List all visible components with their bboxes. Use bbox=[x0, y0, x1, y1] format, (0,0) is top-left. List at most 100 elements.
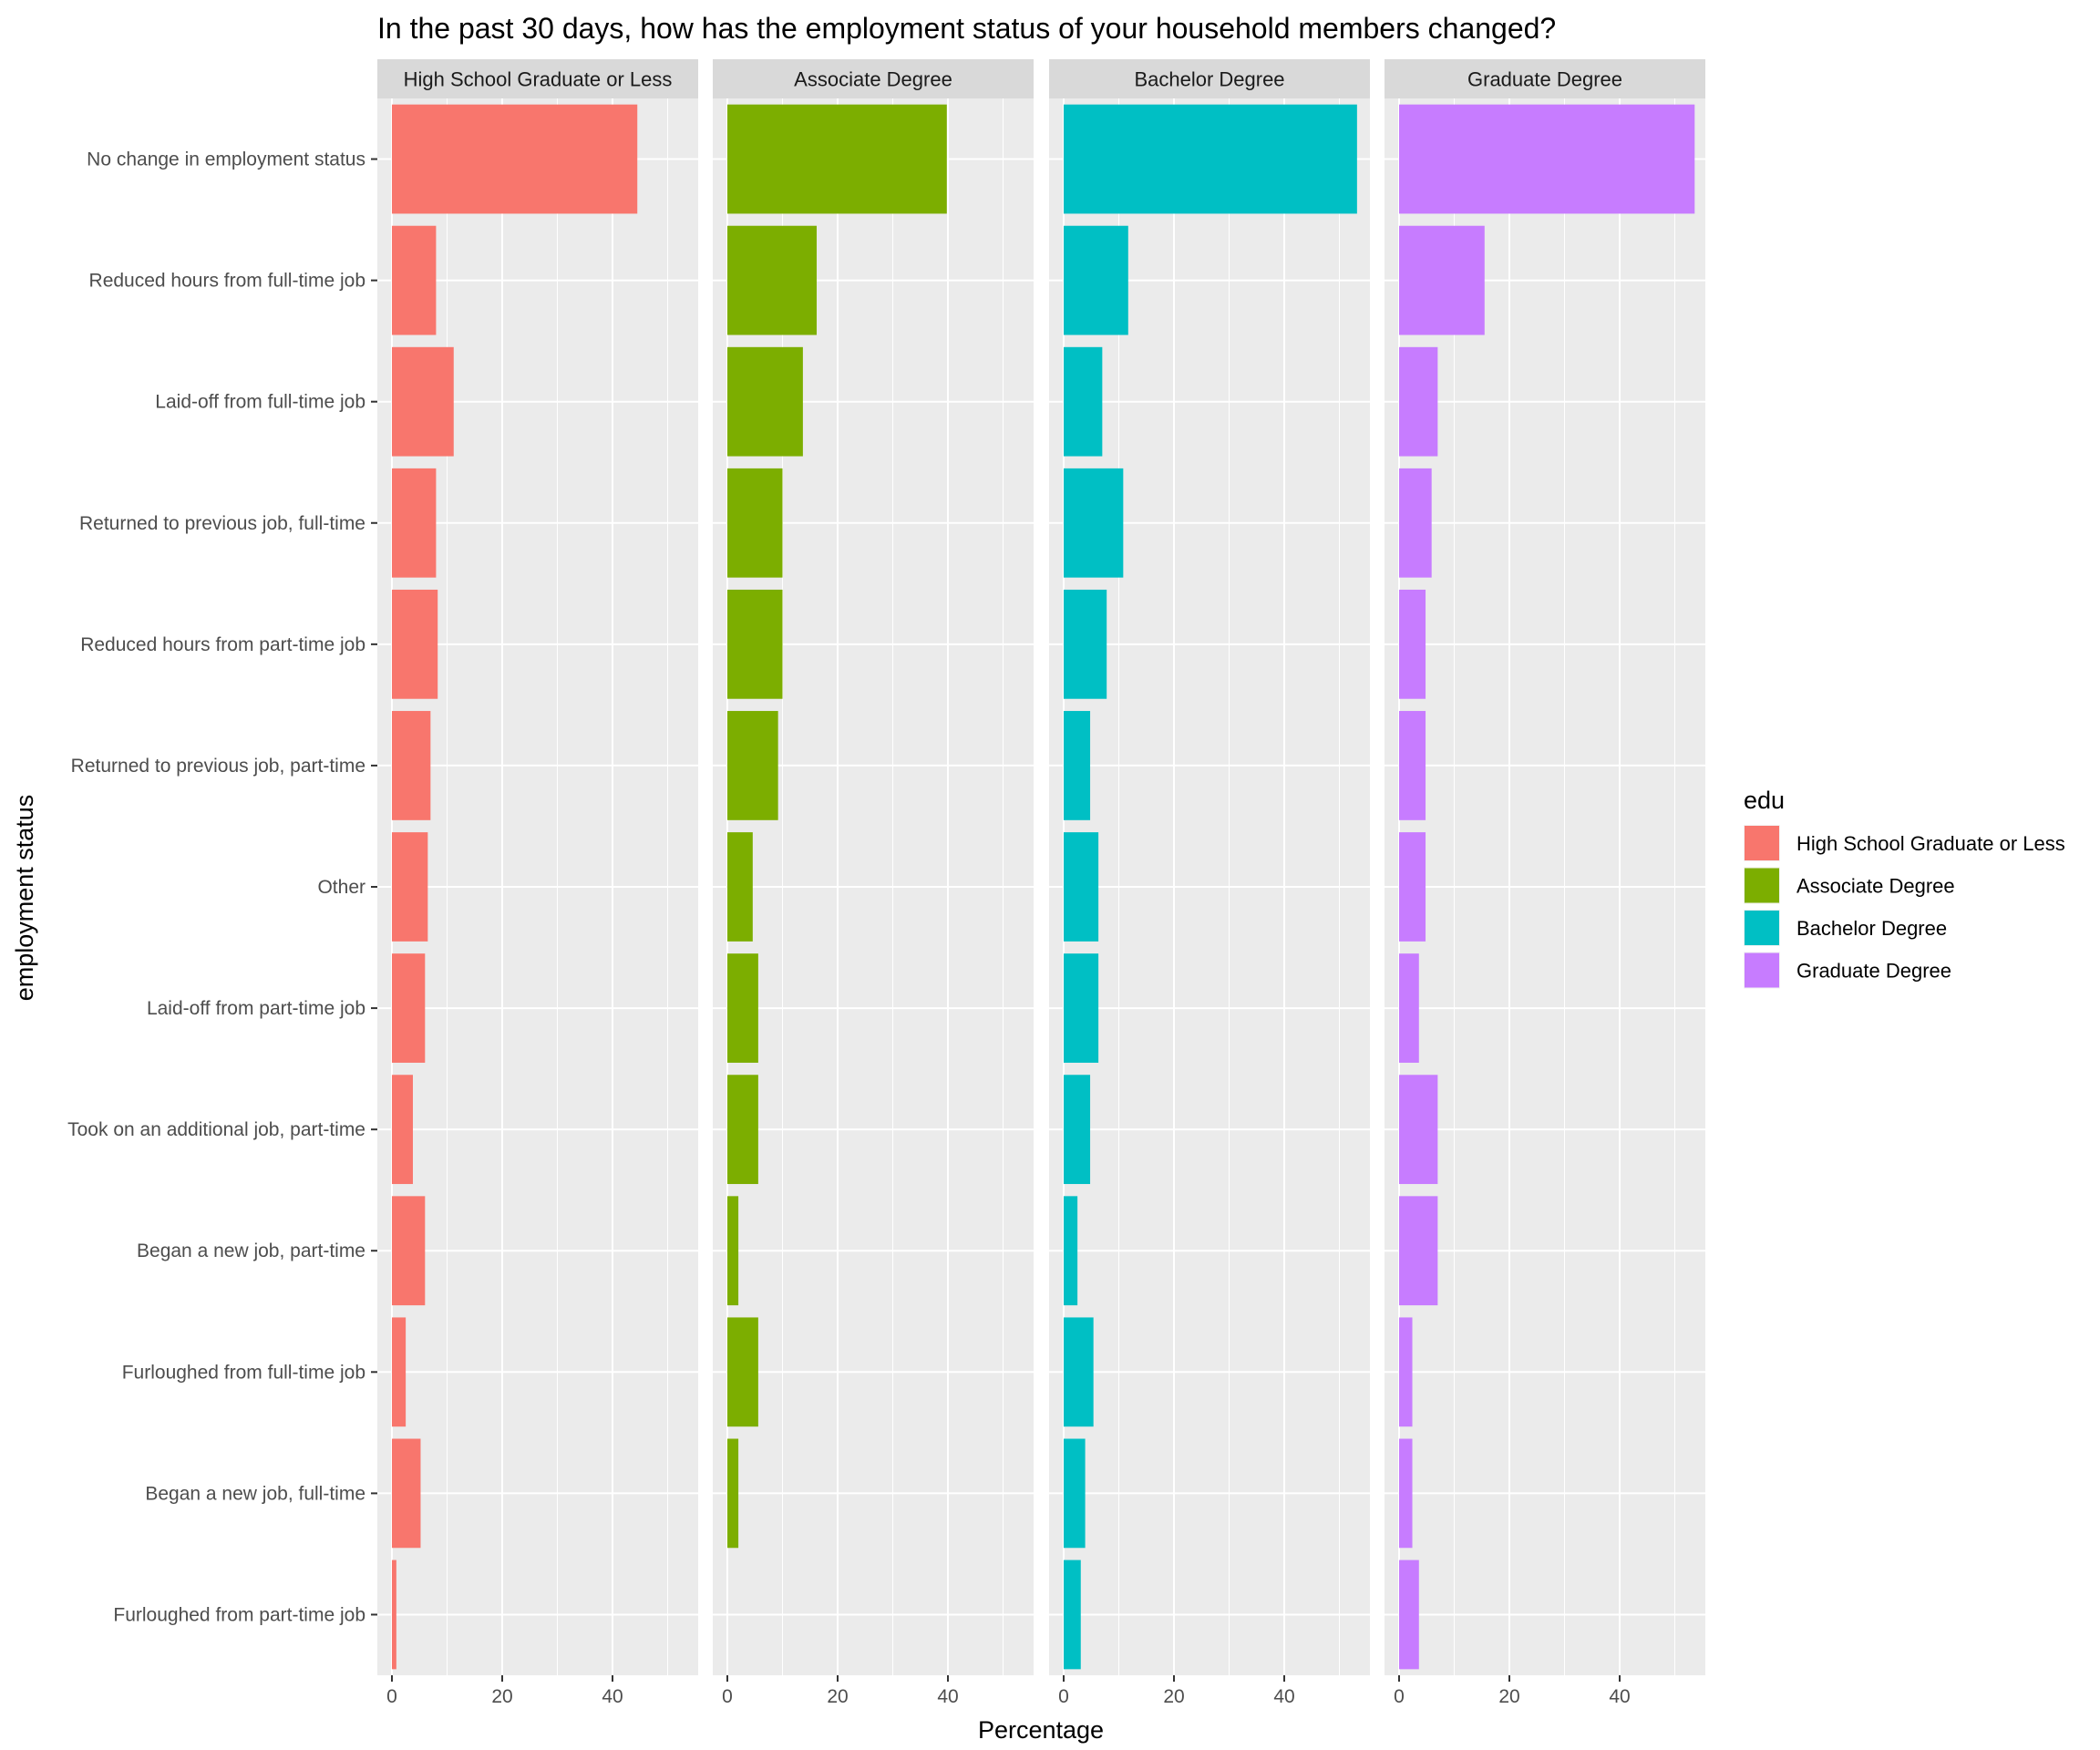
legend-items: High School Graduate or Less Associate De… bbox=[1744, 825, 2065, 989]
facet-strip bbox=[713, 59, 1034, 98]
y-tick-label-returned-to-previous-job-part-time: Returned to previous job, part-time bbox=[71, 756, 365, 777]
x-axis-title: Percentage bbox=[978, 1716, 1104, 1744]
bar-graduate-degree-took-on-an-additional-job-part-time bbox=[1399, 1075, 1438, 1185]
bar-graduate-degree-furloughed-from-part-time-job bbox=[1399, 1560, 1419, 1670]
facet-panel-bachelor-degree: Bachelor Degree 0 20 40 bbox=[1049, 59, 1370, 1707]
x-tick-label: 20 bbox=[491, 1686, 512, 1707]
bar-associate-degree-began-a-new-job-part-time bbox=[727, 1196, 739, 1306]
x-tick-label: 20 bbox=[1498, 1686, 1519, 1707]
facet-strip-label: Associate Degree bbox=[794, 68, 952, 91]
bar-bachelor-degree-furloughed-from-full-time-job bbox=[1064, 1317, 1094, 1427]
bar-high-school-graduate-or-less-furloughed-from-full-time-job bbox=[392, 1317, 407, 1427]
legend-item-graduate-degree: Graduate Degree bbox=[1744, 952, 1951, 989]
facet-strip-label: Graduate Degree bbox=[1467, 68, 1622, 91]
bar-bachelor-degree-no-change-in-employment-status bbox=[1064, 104, 1357, 214]
x-tick-label: 40 bbox=[602, 1686, 623, 1707]
legend-item-associate-degree: Associate Degree bbox=[1744, 867, 1955, 904]
chart-title: In the past 30 days, how has the employm… bbox=[377, 12, 1556, 45]
bar-bachelor-degree-reduced-hours-from-part-time-job bbox=[1064, 589, 1107, 699]
y-tick-label-began-a-new-job-full-time: Began a new job, full-time bbox=[145, 1483, 365, 1504]
y-axis-title: employment status bbox=[11, 795, 38, 1002]
bar-graduate-degree-laid-off-from-full-time-job bbox=[1399, 346, 1438, 457]
bar-graduate-degree-furloughed-from-full-time-job bbox=[1399, 1317, 1413, 1427]
x-tick-label: 40 bbox=[1609, 1686, 1630, 1707]
x-tick-label: 40 bbox=[1273, 1686, 1294, 1707]
legend-key-swatch bbox=[1745, 868, 1779, 903]
bar-bachelor-degree-began-a-new-job-full-time bbox=[1064, 1438, 1086, 1549]
facet-strip bbox=[377, 59, 698, 98]
bar-associate-degree-reduced-hours-from-full-time-job bbox=[727, 225, 818, 335]
x-tick-label: 0 bbox=[722, 1686, 733, 1707]
facet-strip bbox=[1385, 59, 1705, 98]
x-tick-label: 20 bbox=[1163, 1686, 1184, 1707]
bar-high-school-graduate-or-less-laid-off-from-part-time-job bbox=[392, 953, 426, 1063]
legend-item-bachelor-degree: Bachelor Degree bbox=[1744, 910, 1947, 946]
bar-high-school-graduate-or-less-furloughed-from-part-time-job bbox=[392, 1560, 396, 1670]
bar-bachelor-degree-reduced-hours-from-full-time-job bbox=[1064, 225, 1128, 335]
y-tick-label-no-change-in-employment-status: No change in employment status bbox=[87, 149, 365, 170]
y-tick-label-furloughed-from-part-time-job: Furloughed from part-time job bbox=[113, 1604, 365, 1625]
facet-panel-associate-degree: Associate Degree 0 20 40 bbox=[713, 59, 1034, 1707]
bar-graduate-degree-reduced-hours-from-part-time-job bbox=[1399, 589, 1426, 699]
x-tick-label: 40 bbox=[937, 1686, 958, 1707]
bar-graduate-degree-returned-to-previous-job-full-time bbox=[1399, 468, 1432, 578]
bar-bachelor-degree-returned-to-previous-job-full-time bbox=[1064, 468, 1124, 578]
legend-key-swatch bbox=[1745, 952, 1779, 988]
bar-graduate-degree-laid-off-from-part-time-job bbox=[1399, 953, 1419, 1063]
bar-bachelor-degree-took-on-an-additional-job-part-time bbox=[1064, 1075, 1091, 1185]
y-tick-label-laid-off-from-full-time-job: Laid-off from full-time job bbox=[155, 392, 365, 413]
bar-high-school-graduate-or-less-no-change-in-employment-status bbox=[392, 104, 638, 214]
bar-high-school-graduate-or-less-returned-to-previous-job-full-time bbox=[392, 468, 437, 578]
bar-bachelor-degree-laid-off-from-part-time-job bbox=[1064, 953, 1099, 1063]
bar-high-school-graduate-or-less-other bbox=[392, 832, 428, 942]
facet-panel-graduate-degree: Graduate Degree 0 20 40 bbox=[1385, 59, 1705, 1707]
x-tick-label: 0 bbox=[1394, 1686, 1405, 1707]
bar-graduate-degree-began-a-new-job-part-time bbox=[1399, 1196, 1438, 1306]
y-tick-label-furloughed-from-full-time-job: Furloughed from full-time job bbox=[122, 1362, 365, 1383]
y-tick-label-took-on-an-additional-job-part-time: Took on an additional job, part-time bbox=[67, 1119, 365, 1140]
bar-bachelor-degree-other bbox=[1064, 832, 1099, 942]
bar-associate-degree-returned-to-previous-job-full-time bbox=[727, 468, 783, 578]
bar-bachelor-degree-returned-to-previous-job-part-time bbox=[1064, 711, 1091, 820]
bar-bachelor-degree-furloughed-from-part-time-job bbox=[1064, 1560, 1081, 1670]
bar-associate-degree-laid-off-from-part-time-job bbox=[727, 953, 758, 1063]
y-axis: No change in employment status Reduced ho… bbox=[67, 149, 377, 1625]
bar-associate-degree-no-change-in-employment-status bbox=[727, 104, 947, 214]
bar-high-school-graduate-or-less-laid-off-from-full-time-job bbox=[392, 346, 454, 457]
bar-graduate-degree-no-change-in-employment-status bbox=[1399, 104, 1695, 214]
bar-graduate-degree-began-a-new-job-full-time bbox=[1399, 1438, 1413, 1549]
legend-label: Graduate Degree bbox=[1796, 960, 1951, 983]
y-tick-label-began-a-new-job-part-time: Began a new job, part-time bbox=[137, 1240, 365, 1261]
bar-graduate-degree-reduced-hours-from-full-time-job bbox=[1399, 225, 1485, 335]
legend-key-swatch bbox=[1745, 911, 1779, 945]
facet-strip-label: High School Graduate or Less bbox=[404, 68, 673, 91]
bar-associate-degree-reduced-hours-from-part-time-job bbox=[727, 589, 783, 699]
bar-high-school-graduate-or-less-reduced-hours-from-part-time-job bbox=[392, 589, 438, 699]
bar-graduate-degree-returned-to-previous-job-part-time bbox=[1399, 711, 1426, 820]
facet-strip bbox=[1049, 59, 1370, 98]
x-tick-label: 0 bbox=[386, 1686, 397, 1707]
bar-associate-degree-returned-to-previous-job-part-time bbox=[727, 711, 778, 820]
legend-label: High School Graduate or Less bbox=[1796, 832, 2065, 855]
bar-associate-degree-began-a-new-job-full-time bbox=[727, 1438, 739, 1549]
y-tick-label-reduced-hours-from-part-time-job: Reduced hours from part-time job bbox=[80, 634, 365, 655]
y-tick-label-returned-to-previous-job-full-time: Returned to previous job, full-time bbox=[79, 513, 365, 534]
bar-high-school-graduate-or-less-began-a-new-job-full-time bbox=[392, 1438, 421, 1549]
bar-bachelor-degree-began-a-new-job-part-time bbox=[1064, 1196, 1078, 1306]
bar-high-school-graduate-or-less-began-a-new-job-part-time bbox=[392, 1196, 426, 1306]
bar-bachelor-degree-laid-off-from-full-time-job bbox=[1064, 346, 1103, 457]
bar-associate-degree-other bbox=[727, 832, 753, 942]
facet-panel-high-school-graduate-or-less: High School Graduate or Less 0 20 40 bbox=[377, 59, 698, 1707]
bar-high-school-graduate-or-less-reduced-hours-from-full-time-job bbox=[392, 225, 437, 335]
y-tick-label-laid-off-from-part-time-job: Laid-off from part-time job bbox=[147, 998, 365, 1019]
bar-high-school-graduate-or-less-took-on-an-additional-job-part-time bbox=[392, 1075, 413, 1185]
x-tick-label: 0 bbox=[1058, 1686, 1069, 1707]
bar-associate-degree-furloughed-from-full-time-job bbox=[727, 1317, 758, 1427]
facet-strip-label: Bachelor Degree bbox=[1134, 68, 1284, 91]
legend-label: Bachelor Degree bbox=[1796, 917, 1947, 940]
legend-key-swatch bbox=[1745, 826, 1779, 860]
x-tick-label: 20 bbox=[827, 1686, 848, 1707]
